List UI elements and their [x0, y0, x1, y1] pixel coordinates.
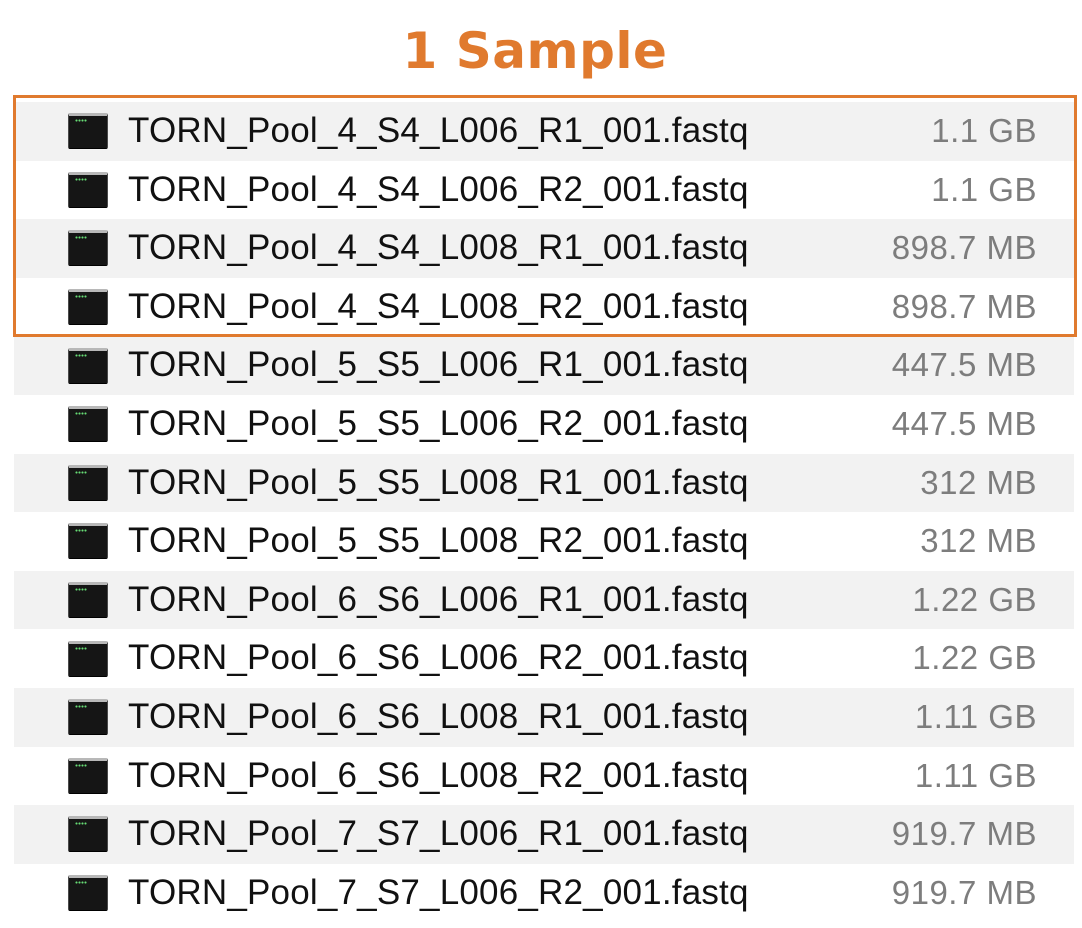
file-size: 1.22 GB: [912, 639, 1037, 677]
file-row[interactable]: TORN_Pool_7_S7_L006_R2_001.fastq 919.7 M…: [14, 864, 1074, 923]
file-name: TORN_Pool_4_S4_L008_R1_001.fastq: [128, 228, 749, 268]
file-row[interactable]: TORN_Pool_4_S4_L006_R2_001.fastq 1.1 GB: [14, 161, 1074, 220]
file-size: 1.1 GB: [931, 112, 1037, 149]
file-name: TORN_Pool_5_S5_L008_R2_001.fastq: [128, 521, 749, 561]
file-row[interactable]: TORN_Pool_5_S5_L006_R2_001.fastq 447.5 M…: [14, 395, 1074, 454]
terminal-document-icon: [68, 113, 108, 150]
annotation-caption: 1 Sample: [402, 22, 668, 80]
terminal-document-icon: [68, 582, 108, 619]
file-row[interactable]: TORN_Pool_4_S4_L008_R2_001.fastq 898.7 M…: [14, 278, 1074, 337]
file-size: 447.5 MB: [891, 346, 1037, 384]
file-size: 312 MB: [920, 463, 1037, 501]
file-name: TORN_Pool_4_S4_L006_R1_001.fastq: [128, 111, 749, 150]
file-row[interactable]: TORN_Pool_4_S4_L006_R1_001.fastq 1.1 GB: [14, 102, 1074, 161]
file-name: TORN_Pool_7_S7_L006_R2_001.fastq: [128, 872, 749, 912]
file-row[interactable]: TORN_Pool_4_S4_L008_R1_001.fastq 898.7 M…: [14, 219, 1074, 278]
terminal-document-icon: [68, 464, 108, 501]
file-row[interactable]: TORN_Pool_6_S6_L008_R1_001.fastq 1.11 GB: [14, 687, 1074, 747]
terminal-document-icon: [68, 875, 108, 912]
terminal-document-icon: [68, 289, 108, 326]
file-name: TORN_Pool_4_S4_L006_R2_001.fastq: [128, 169, 749, 209]
file-size: 1.22 GB: [912, 580, 1037, 618]
file-name: TORN_Pool_4_S4_L008_R2_001.fastq: [128, 286, 749, 326]
file-name: TORN_Pool_6_S6_L006_R2_001.fastq: [128, 638, 749, 678]
file-row[interactable]: TORN_Pool_5_S5_L006_R1_001.fastq 447.5 M…: [14, 336, 1074, 395]
terminal-document-icon: [68, 640, 108, 677]
file-row[interactable]: TORN_Pool_6_S6_L006_R2_001.fastq 1.22 GB: [14, 629, 1074, 688]
file-size: 898.7 MB: [891, 229, 1037, 267]
file-row[interactable]: TORN_Pool_5_S5_L008_R1_001.fastq 312 MB: [14, 453, 1074, 513]
terminal-document-icon: [68, 816, 108, 853]
terminal-document-icon: [68, 523, 108, 560]
file-size: 1.11 GB: [914, 756, 1037, 794]
file-name: TORN_Pool_5_S5_L006_R1_001.fastq: [128, 345, 749, 385]
file-name: TORN_Pool_5_S5_L006_R2_001.fastq: [128, 403, 749, 443]
terminal-document-icon: [68, 347, 108, 384]
file-size: 447.5 MB: [891, 404, 1037, 442]
file-name: TORN_Pool_5_S5_L008_R1_001.fastq: [128, 462, 749, 502]
file-row[interactable]: TORN_Pool_5_S5_L008_R2_001.fastq 312 MB: [14, 512, 1074, 571]
file-name: TORN_Pool_7_S7_L006_R1_001.fastq: [128, 814, 749, 854]
file-size: 919.7 MB: [891, 815, 1037, 853]
file-name: TORN_Pool_6_S6_L006_R1_001.fastq: [128, 579, 749, 619]
file-size: 919.7 MB: [891, 873, 1037, 911]
terminal-document-icon: [68, 406, 108, 443]
file-size: 898.7 MB: [891, 287, 1037, 325]
file-row[interactable]: TORN_Pool_7_S7_L006_R1_001.fastq 919.7 M…: [14, 805, 1074, 864]
file-size: 1.1 GB: [931, 170, 1037, 208]
file-name: TORN_Pool_6_S6_L008_R2_001.fastq: [128, 755, 749, 795]
file-size: 312 MB: [920, 522, 1037, 560]
file-row[interactable]: TORN_Pool_6_S6_L006_R1_001.fastq 1.22 GB: [14, 570, 1074, 630]
terminal-document-icon: [68, 757, 108, 794]
file-size: 1.11 GB: [914, 697, 1037, 735]
terminal-document-icon: [68, 230, 108, 267]
terminal-document-icon: [68, 699, 108, 736]
file-row[interactable]: TORN_Pool_6_S6_L008_R2_001.fastq 1.11 GB: [14, 747, 1074, 806]
file-list: TORN_Pool_4_S4_L006_R1_001.fastq 1.1 GB …: [14, 102, 1074, 922]
terminal-document-icon: [68, 171, 108, 208]
file-name: TORN_Pool_6_S6_L008_R1_001.fastq: [128, 696, 749, 736]
